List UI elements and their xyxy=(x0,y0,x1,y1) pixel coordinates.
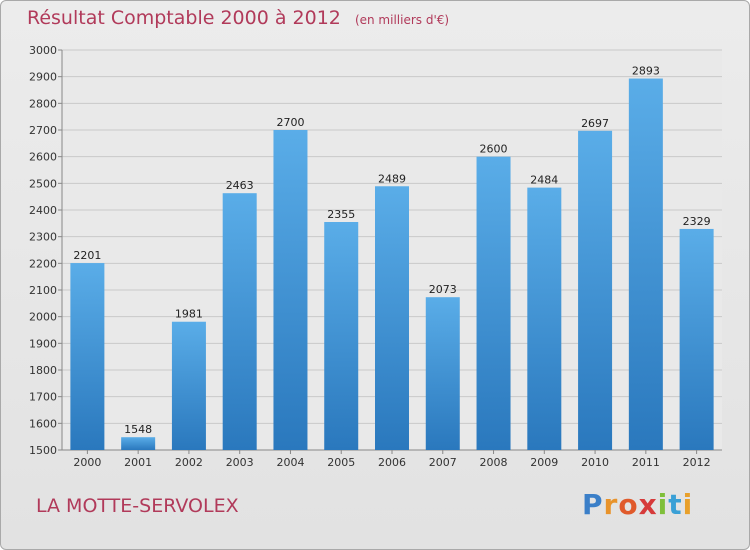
brand-logo: Proxiti xyxy=(582,488,693,521)
x-tick-label: 2008 xyxy=(480,456,508,469)
commune-name: LA MOTTE-SERVOLEX xyxy=(36,495,239,517)
bar xyxy=(578,130,613,451)
data-label: 2073 xyxy=(429,283,457,296)
data-label: 2893 xyxy=(632,65,660,78)
x-tick-label: 2007 xyxy=(429,456,457,469)
bar xyxy=(628,78,663,451)
x-tick-label: 2000 xyxy=(73,456,101,469)
x-tick-label: 2003 xyxy=(226,456,254,469)
x-tick-label: 2006 xyxy=(378,456,406,469)
brand-letter: i xyxy=(657,488,669,521)
y-tick-label: 2700 xyxy=(29,124,57,137)
y-tick-label: 1600 xyxy=(29,417,57,430)
brand-letter: x xyxy=(638,488,658,521)
data-label: 2355 xyxy=(327,208,355,221)
y-tick-label: 2400 xyxy=(29,204,57,217)
data-label: 1981 xyxy=(175,308,203,321)
data-label: 2700 xyxy=(276,116,304,129)
bar xyxy=(527,187,562,450)
y-tick-label: 1500 xyxy=(29,444,57,457)
bar xyxy=(222,193,257,450)
y-tick-label: 2100 xyxy=(29,284,57,297)
x-tick-label: 2004 xyxy=(276,456,304,469)
data-label: 1548 xyxy=(124,423,152,436)
data-label: 2329 xyxy=(683,215,711,228)
bar xyxy=(425,297,460,450)
chart-title-block: Résultat Comptable 2000 à 2012 (en milli… xyxy=(27,7,449,29)
x-tick-label: 2012 xyxy=(683,456,711,469)
brand-letter: r xyxy=(603,488,619,521)
bar xyxy=(121,437,156,450)
y-tick-label: 1900 xyxy=(29,337,57,350)
x-tick-label: 2002 xyxy=(175,456,203,469)
y-tick-label: 2300 xyxy=(29,231,57,244)
data-label: 2463 xyxy=(226,179,254,192)
bar xyxy=(679,228,714,450)
data-label: 2600 xyxy=(480,143,508,156)
bar xyxy=(70,263,105,450)
x-tick-label: 2011 xyxy=(632,456,660,469)
data-label: 2697 xyxy=(581,117,609,130)
chart-subtitle: (en milliers d'€) xyxy=(354,13,450,27)
bar xyxy=(171,321,206,450)
x-tick-label: 2005 xyxy=(327,456,355,469)
x-tick-label: 2009 xyxy=(530,456,558,469)
chart-title: Résultat Comptable 2000 à 2012 xyxy=(27,7,341,29)
y-tick-label: 2500 xyxy=(29,177,57,190)
bar xyxy=(375,186,409,450)
y-tick-label: 2800 xyxy=(29,97,57,110)
brand-letter: P xyxy=(582,488,604,521)
y-tick-label: 2600 xyxy=(29,151,57,164)
data-label: 2201 xyxy=(73,249,101,262)
y-tick-label: 2000 xyxy=(29,311,57,324)
data-label: 2489 xyxy=(378,172,406,185)
y-tick-label: 1700 xyxy=(29,391,57,404)
x-tick-label: 2001 xyxy=(124,456,152,469)
y-tick-label: 1800 xyxy=(29,364,57,377)
y-tick-label: 2200 xyxy=(29,257,57,270)
bar xyxy=(476,156,511,450)
brand-letter: t xyxy=(668,488,683,521)
y-tick-label: 3000 xyxy=(29,44,57,57)
bar xyxy=(273,130,308,450)
x-tick-label: 2010 xyxy=(581,456,609,469)
brand-letter: o xyxy=(618,488,639,521)
brand-letter: i xyxy=(682,488,694,521)
bar xyxy=(324,222,359,450)
data-label: 2484 xyxy=(530,174,558,187)
y-tick-label: 2900 xyxy=(29,71,57,84)
